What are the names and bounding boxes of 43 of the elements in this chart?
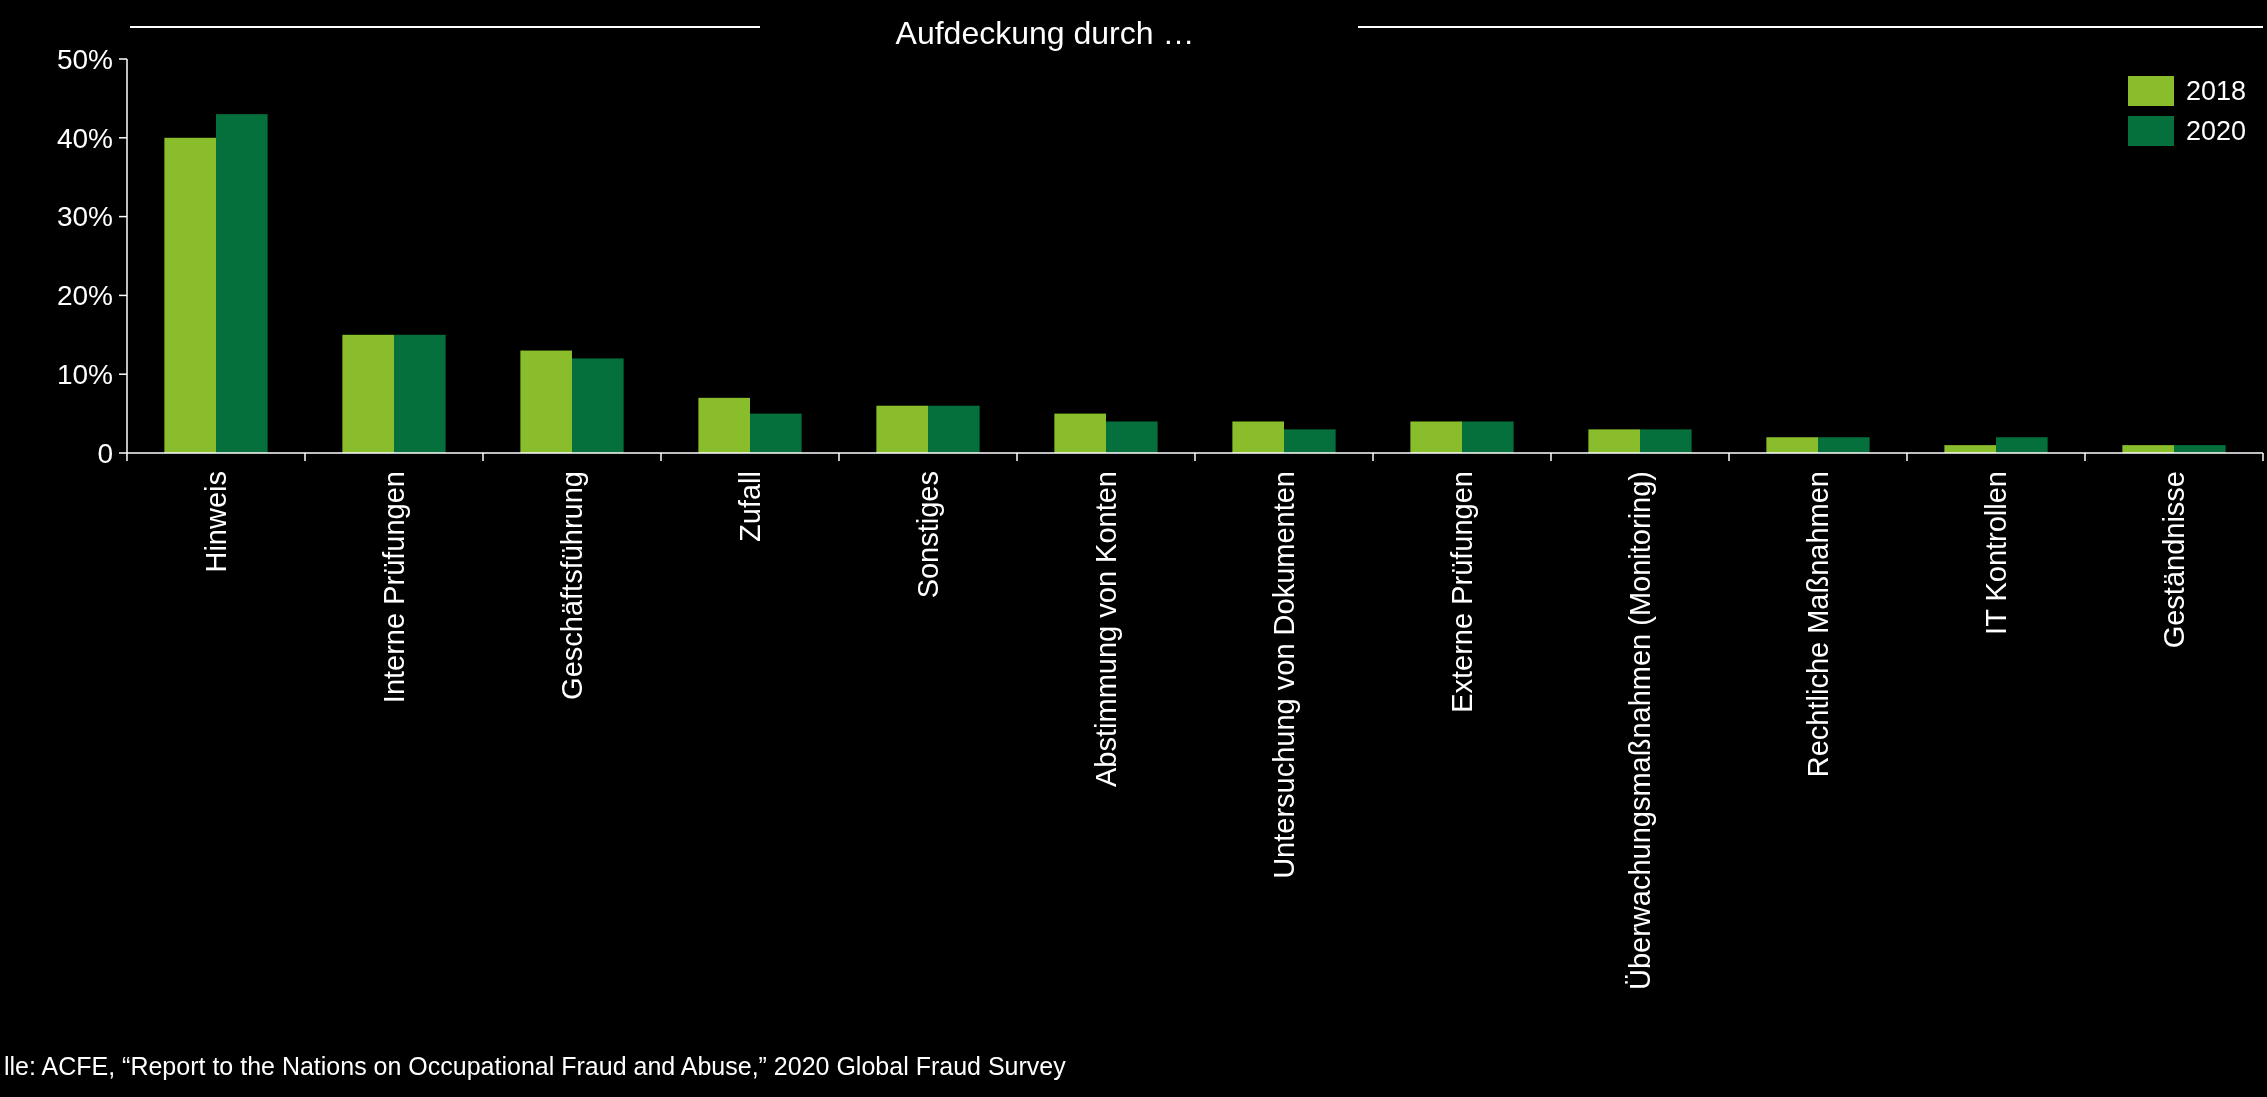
legend-label: 2020 — [2186, 116, 2247, 147]
legend-label: 2018 — [2186, 76, 2247, 107]
y-tick-label: 20% — [56, 280, 113, 312]
bar — [1588, 429, 1640, 453]
bar — [342, 334, 394, 453]
bar — [520, 350, 572, 453]
bar — [750, 413, 802, 453]
bar — [1462, 421, 1514, 453]
bar — [572, 358, 624, 453]
bar — [1766, 437, 1818, 453]
x-tick-label: Sonstiges — [912, 471, 945, 599]
x-tick-label: Überwachungsmaßnahmen (Monitoring) — [1624, 471, 1657, 991]
y-tick-label: 10% — [56, 359, 113, 390]
y-tick-label: 0 — [97, 437, 113, 469]
x-tick-label: Interne Prüfungen — [378, 471, 411, 704]
bar — [1232, 421, 1284, 453]
x-tick-label: IT Kontrollen — [1980, 471, 2013, 635]
bar — [1054, 413, 1106, 453]
text: lle: ACFE, “Report to the Nations on Occupational Fraud and Abuse,” 2020 Global Fraud Survey — [4, 1052, 1067, 1080]
bar — [1818, 437, 1870, 453]
x-tick-label: Rechtliche Maßnahmen — [1802, 471, 1835, 778]
bar — [394, 334, 446, 453]
x-tick-label: Geschäftsführung — [556, 471, 589, 700]
bar — [1640, 429, 1692, 453]
y-tick-label: 30% — [56, 201, 113, 233]
bar — [876, 405, 928, 453]
x-tick-label: Geständnisse — [2158, 471, 2191, 649]
bar — [1410, 421, 1462, 453]
x-tick-label: Zufall — [734, 471, 767, 542]
x-tick-label: Externe Prüfungen — [1446, 471, 1479, 713]
y-tick-label: 50% — [56, 43, 113, 75]
x-tick-label: Hinweis — [200, 471, 233, 573]
bar — [1106, 421, 1158, 453]
bar — [1284, 429, 1336, 453]
bar — [698, 397, 750, 453]
chart-title: Aufdeckung durch … — [895, 15, 1195, 51]
bar — [216, 114, 268, 453]
y-tick-label: 40% — [56, 122, 113, 154]
bar — [928, 405, 980, 453]
bar — [164, 137, 216, 453]
x-tick-label: Abstimmung von Konten — [1090, 471, 1123, 787]
bar — [1996, 437, 2048, 453]
x-tick-label: Untersuchung von Dokumenten — [1268, 471, 1301, 879]
